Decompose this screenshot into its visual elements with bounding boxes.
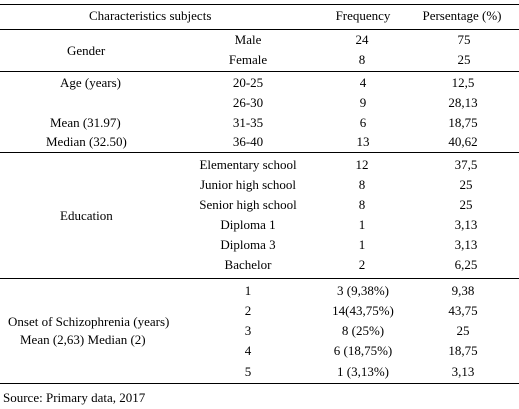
education-label: Education: [60, 208, 113, 223]
table-cell: 8: [358, 197, 366, 212]
table-cell: 25: [459, 197, 473, 212]
education-rule: [0, 278, 519, 279]
onset-stats: Mean (2,63) Median (2): [20, 332, 146, 347]
table-cell: Junior high school: [199, 177, 297, 192]
table-cell: 18,75: [448, 115, 478, 130]
table-cell: 25: [459, 177, 473, 192]
table-cell: 4: [244, 343, 252, 358]
table-cell: Male: [234, 32, 262, 47]
age-rule: [0, 152, 519, 153]
table-cell: 24: [355, 32, 369, 47]
table-cell: 43,75: [448, 303, 478, 318]
table-cell: 13: [356, 134, 370, 149]
table-cell: 37,5: [454, 157, 478, 172]
table-cell: 4: [359, 75, 367, 90]
onset-label: Onset of Schizophrenia (years): [8, 314, 170, 329]
gender-label: Gender: [67, 43, 106, 58]
table-cell: 3,13: [454, 237, 478, 252]
table-cell: 20-25: [232, 75, 264, 90]
table-cell: 8: [358, 52, 366, 67]
table-cell: 3,13: [454, 217, 478, 232]
table-cell: 31-35: [232, 115, 264, 130]
table-cell: 75: [457, 32, 471, 47]
gender-rule: [0, 71, 519, 72]
table-cell: 6: [359, 115, 367, 130]
table-cell: 25: [457, 52, 471, 67]
age-mean: Mean (31.97): [50, 115, 121, 130]
table-cell: 14(43,75%): [332, 303, 394, 318]
table-cell: 3,13: [451, 364, 475, 379]
table-cell: Diploma 3: [220, 237, 276, 252]
header-rule: [0, 29, 519, 30]
table-cell: 1: [358, 217, 366, 232]
table-cell: 9: [359, 95, 367, 110]
table-cell: 26-30: [232, 95, 264, 110]
source-note: Source: Primary data, 2017: [3, 390, 146, 405]
header-percentage: Persentage (%): [422, 8, 502, 23]
table-cell: 25: [456, 323, 470, 338]
table-cell: 12: [355, 157, 369, 172]
table-cell: 28,13: [448, 95, 478, 110]
table-cell: 1 (3,13%): [337, 364, 389, 379]
header-frequency: Frequency: [335, 8, 391, 23]
table-cell: Senior high school: [199, 197, 297, 212]
table-cell: 6,25: [454, 257, 478, 272]
age-label: Age (years): [60, 75, 121, 90]
age-median: Median (32.50): [46, 134, 127, 149]
table-cell: Bachelor: [224, 257, 272, 272]
table-cell: 3: [244, 323, 252, 338]
header-characteristics: Characteristics subjects: [89, 8, 212, 23]
table-cell: 2: [358, 257, 366, 272]
table-cell: 36-40: [232, 134, 264, 149]
table-cell: 1: [358, 237, 366, 252]
table-cell: 3 (9,38%): [337, 283, 389, 298]
table-cell: 40,62: [448, 134, 478, 149]
table-cell: Elementary school: [199, 157, 297, 172]
table-cell: 8 (25%): [341, 323, 385, 338]
table-cell: 12,5: [451, 75, 475, 90]
table-cell: 2: [244, 303, 252, 318]
table-cell: 6 (18,75%): [333, 343, 393, 358]
table-cell: 5: [244, 364, 252, 379]
table-cell: Diploma 1: [220, 217, 276, 232]
table-cell: 9,38: [451, 283, 475, 298]
table-cell: Female: [228, 52, 268, 67]
table-cell: 8: [358, 177, 366, 192]
table-cell: 18,75: [448, 343, 478, 358]
table-bottom-rule: [0, 383, 519, 384]
table-top-rule: [0, 4, 519, 5]
table-cell: 1: [244, 283, 252, 298]
